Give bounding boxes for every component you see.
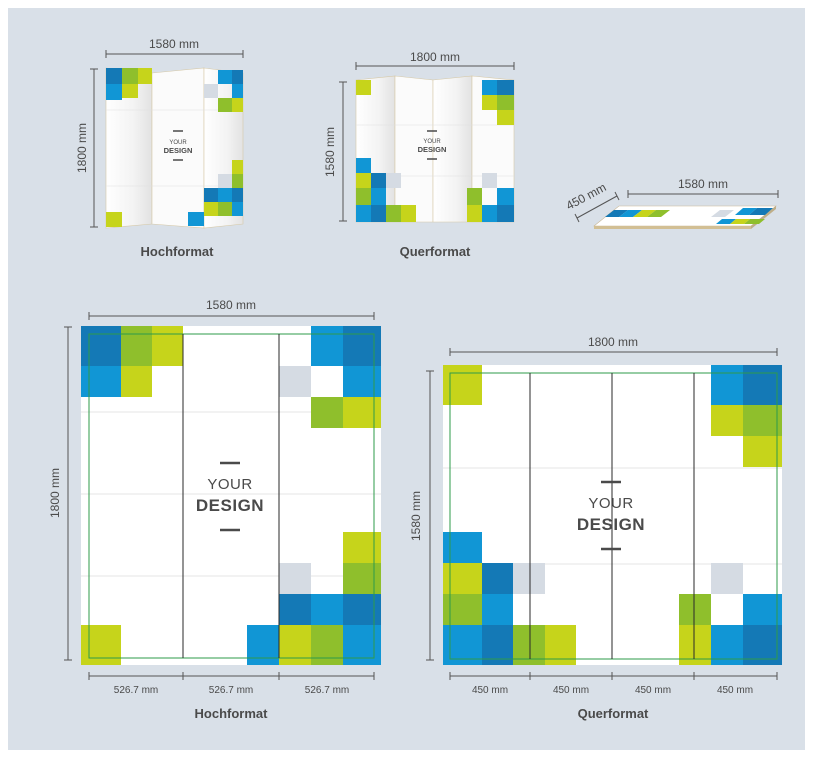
landscape-preview-width-label: 1800 mm <box>410 50 460 64</box>
landscape-template-width-label: 1800 mm <box>588 335 638 349</box>
landscape-segment-label-3: 450 mm <box>635 685 671 696</box>
portrait-preview-caption: Hochformat <box>141 244 215 259</box>
landscape-template-your-text: YOUR <box>588 495 633 512</box>
landscape-preview-caption: Querformat <box>400 244 471 259</box>
portrait-template-your-text: YOUR <box>207 476 252 493</box>
landscape-preview-design-text: DESIGN <box>418 145 447 154</box>
portrait-preview-design-text: DESIGN <box>164 146 193 155</box>
portrait-template-width-label: 1580 mm <box>206 298 256 312</box>
portrait-template-design-text: DESIGN <box>196 496 264 515</box>
portrait-preview-width-label: 1580 mm <box>149 37 199 51</box>
portrait-template-height-label: 1800 mm <box>48 468 62 518</box>
portrait-preview: 1580 mm 1800 mm YOUR DESIGN <box>75 37 244 259</box>
portrait-template-caption: Hochformat <box>195 706 269 721</box>
portrait-preview-your-text: YOUR <box>169 140 187 146</box>
rolled-preview: 1580 mm 450 mm <box>564 177 779 229</box>
landscape-template-design-text: DESIGN <box>577 515 645 534</box>
portrait-segment-label-2: 526.7 mm <box>209 685 253 696</box>
landscape-template-height-label: 1580 mm <box>409 491 423 541</box>
landscape-template-caption: Querformat <box>578 706 649 721</box>
portrait-preview-height-label: 1800 mm <box>75 123 89 173</box>
rolled-banner-mockup-icon <box>593 205 777 229</box>
landscape-segment-label-4: 450 mm <box>717 685 753 696</box>
landscape-template: 1800 mm 1580 mm YOUR <box>409 335 782 721</box>
landscape-preview-height-label: 1580 mm <box>323 127 337 177</box>
portrait-template: 1580 mm 1800 mm YOUR <box>48 298 381 721</box>
rolled-preview-width-label: 1580 mm <box>678 177 728 191</box>
portrait-segment-label-3: 526.7 mm <box>305 685 349 696</box>
landscape-segment-label-2: 450 mm <box>553 685 589 696</box>
landscape-segment-label-1: 450 mm <box>472 685 508 696</box>
landscape-preview: 1800 mm 1580 mm YOUR DESIGN Querf <box>323 50 515 259</box>
portrait-segment-label-1: 526.7 mm <box>114 685 158 696</box>
landscape-preview-your-text: YOUR <box>423 139 441 145</box>
